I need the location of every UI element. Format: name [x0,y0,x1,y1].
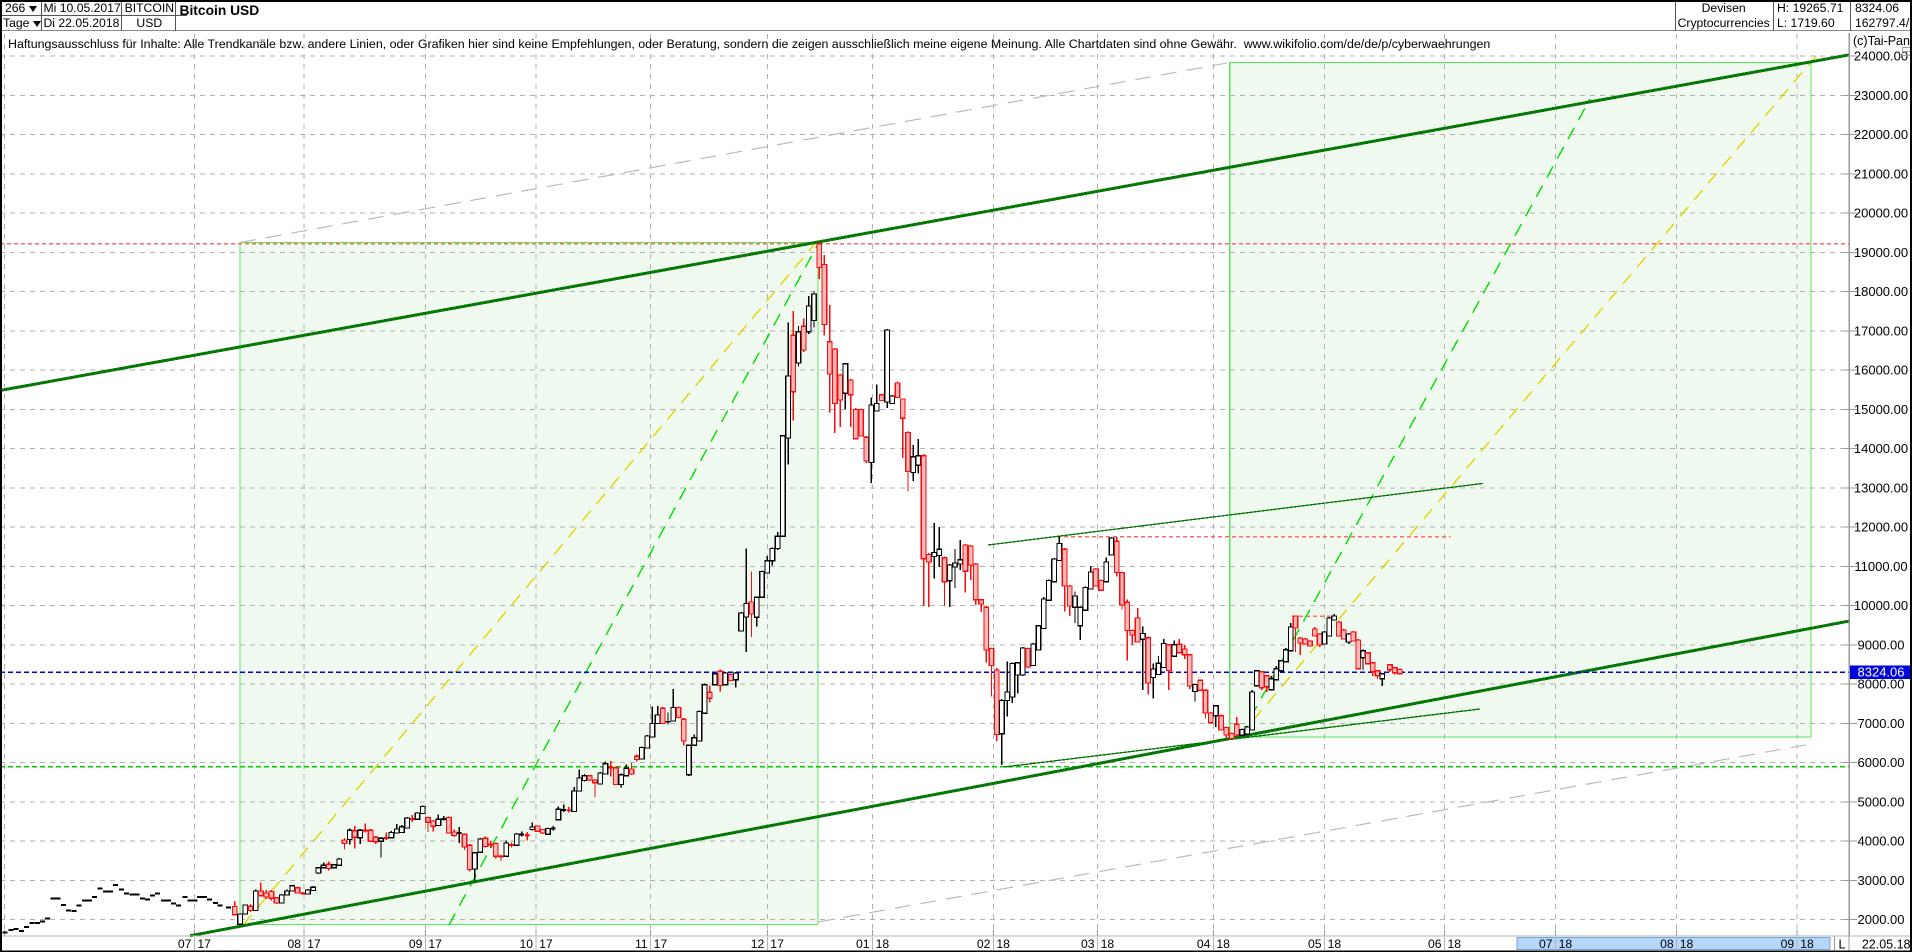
svg-text:6000.00: 6000.00 [1858,755,1905,770]
svg-text:12000.00: 12000.00 [1854,520,1908,535]
svg-text:17000.00: 17000.00 [1854,323,1908,338]
svg-text:3000.00: 3000.00 [1858,873,1905,888]
svg-text:18: 18 [1559,937,1573,951]
svg-text:21000.00: 21000.00 [1854,166,1908,181]
svg-text:13000.00: 13000.00 [1854,480,1908,495]
svg-text:17: 17 [197,937,211,951]
svg-text:16000.00: 16000.00 [1854,363,1908,378]
svg-text:08: 08 [1660,937,1674,951]
svg-text:07: 07 [1539,937,1553,951]
svg-text:14000.00: 14000.00 [1854,441,1908,456]
svg-text:18: 18 [1328,937,1342,951]
svg-text:(c)Tai-Pan: (c)Tai-Pan [1853,34,1910,48]
svg-text:18: 18 [876,937,890,951]
svg-text:18000.00: 18000.00 [1854,284,1908,299]
svg-text:4000.00: 4000.00 [1858,834,1905,849]
svg-text:09: 09 [409,937,423,951]
svg-text:10000.00: 10000.00 [1854,598,1908,613]
svg-text:18: 18 [1101,937,1115,951]
svg-text:L: L [1839,938,1846,952]
svg-text:17: 17 [307,937,321,951]
svg-text:22.05.18: 22.05.18 [1862,938,1911,952]
svg-text:8000.00: 8000.00 [1858,677,1905,692]
svg-text:08: 08 [288,937,302,951]
svg-text:15000.00: 15000.00 [1854,402,1908,417]
svg-text:5000.00: 5000.00 [1858,795,1905,810]
svg-text:17: 17 [428,937,442,951]
svg-text:23000.00: 23000.00 [1854,88,1908,103]
svg-text:7000.00: 7000.00 [1858,716,1905,731]
svg-text:12: 12 [751,937,765,951]
svg-text:9000.00: 9000.00 [1858,638,1905,653]
svg-text:11: 11 [635,937,648,951]
svg-text:18: 18 [1800,937,1814,951]
svg-text:18: 18 [996,937,1010,951]
svg-text:06: 06 [1428,937,1442,951]
svg-text:18: 18 [1448,937,1462,951]
svg-text:05: 05 [1308,937,1322,951]
svg-text:01: 01 [856,937,870,951]
svg-text:17: 17 [770,937,784,951]
svg-text:03: 03 [1081,937,1095,951]
svg-text:19000.00: 19000.00 [1854,245,1908,260]
svg-text:18: 18 [1216,937,1230,951]
svg-text:17: 17 [539,937,553,951]
svg-text:04: 04 [1197,937,1211,951]
svg-text:09: 09 [1781,937,1795,951]
svg-text:17: 17 [654,937,668,951]
svg-text:24000.00: 24000.00 [1854,49,1908,64]
svg-text:11000.00: 11000.00 [1854,559,1907,574]
svg-text:2000.00: 2000.00 [1858,912,1905,927]
svg-text:07: 07 [178,937,192,951]
svg-text:18: 18 [1680,937,1694,951]
svg-text:10: 10 [520,937,534,951]
svg-text:8324.06: 8324.06 [1858,665,1905,680]
svg-text:22000.00: 22000.00 [1854,127,1908,142]
svg-text:02: 02 [977,937,991,951]
svg-text:20000.00: 20000.00 [1854,206,1908,221]
